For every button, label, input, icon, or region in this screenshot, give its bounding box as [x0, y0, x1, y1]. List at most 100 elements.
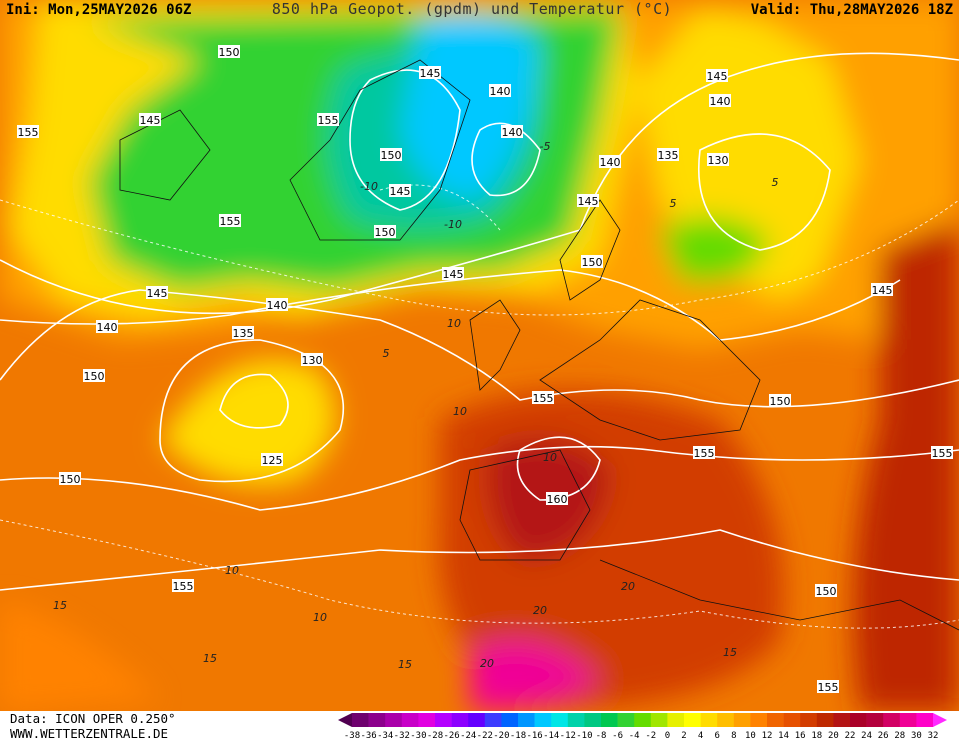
label-box: [266, 298, 288, 311]
map-title: 850 hPa Geopot. (gpdm) und Temperatur (°…: [272, 0, 672, 18]
geopotential-label: 155: [818, 681, 839, 694]
label-box: [232, 326, 254, 339]
colorbar-cell: [650, 713, 668, 727]
colorbar-label: 20: [828, 731, 839, 741]
temperature-label: -10: [444, 218, 462, 231]
geopotential-label: 125: [262, 454, 283, 467]
temperature-label: 5: [772, 176, 779, 189]
label-box: [96, 320, 118, 333]
colorbar-label: -22: [477, 731, 493, 741]
label-box: [442, 267, 464, 280]
colorbar-label: 0: [665, 731, 670, 741]
temperature-label: 10: [225, 564, 239, 577]
geopotential-label: 150: [84, 370, 105, 383]
label-box: [657, 148, 679, 161]
label-box: [871, 283, 893, 296]
colorbar-label: 14: [778, 731, 789, 741]
colorbar-cell: [800, 713, 818, 727]
colorbar-label: -36: [360, 731, 376, 741]
label-box: [218, 45, 240, 58]
colorbar-label: 18: [811, 731, 822, 741]
colorbar-label: -24: [460, 731, 476, 741]
data-source: Data: ICON OPER 0.250°: [10, 711, 176, 726]
temperature-label: 15: [203, 652, 217, 665]
geopotential-label: 155: [220, 215, 241, 228]
temperature-label: 10: [543, 451, 557, 464]
label-box: [817, 680, 839, 693]
temperature-contours: [0, 184, 959, 629]
label-box: [389, 184, 411, 197]
temperature-label: 10: [447, 317, 461, 330]
colorbar-cell: [684, 713, 701, 727]
colorbar-label: 2: [681, 731, 686, 741]
colorbar-label: -26: [443, 731, 459, 741]
colorbar-label: -14: [543, 731, 559, 741]
geopotential-label: 135: [233, 327, 254, 340]
geopotential-label: 160: [547, 493, 568, 506]
geopotential-label: 145: [140, 114, 161, 127]
geopotential-label: 150: [219, 46, 240, 59]
colorbar-cell: [401, 713, 419, 727]
geopotential-label: 145: [707, 70, 728, 83]
label-box: [146, 286, 168, 299]
colorbar-cell: [368, 713, 386, 727]
label-box: [581, 255, 603, 268]
geopotential-label: 150: [770, 395, 791, 408]
temperature-label: 15: [53, 599, 67, 612]
colorbar-cell: [567, 713, 585, 727]
geopotential-label: 150: [816, 585, 837, 598]
label-box: [172, 579, 194, 592]
colorbar-label: 16: [795, 731, 806, 741]
colorbar-cell: [833, 713, 851, 727]
label-box: [489, 84, 511, 97]
geopotential-label: 155: [173, 580, 194, 593]
colorbar-cell: [518, 713, 535, 727]
colorbar-cell: [451, 713, 469, 727]
geopotential-label: 135: [658, 149, 679, 162]
label-box: [707, 153, 729, 166]
label-box: [815, 584, 837, 597]
geopotential-label: 150: [582, 256, 603, 269]
geopotential-label: 150: [60, 473, 81, 486]
colorbar-cell: [534, 713, 552, 727]
colorbar-cell: [352, 713, 369, 727]
label-box: [317, 113, 339, 126]
colorbar-label: 26: [878, 731, 889, 741]
geopotential-label: 140: [490, 85, 511, 98]
geopotential-label: 145: [147, 287, 168, 300]
geopotential-label: 145: [578, 195, 599, 208]
geopotential-label: 150: [381, 149, 402, 162]
colorbar-cell: [551, 713, 569, 727]
label-box: [599, 155, 621, 168]
colorbar-cell: [385, 713, 403, 727]
colorbar-cell: [468, 713, 486, 727]
colorbar-cell: [816, 713, 834, 727]
colorbar-label: -30: [410, 731, 426, 741]
geopotential-label: 155: [318, 114, 339, 127]
colorbar-label: -16: [526, 731, 542, 741]
colorbar-label: -4: [629, 731, 640, 741]
label-box: [301, 353, 323, 366]
geopotential-label: 140: [710, 95, 731, 108]
label-box: [693, 446, 715, 459]
colorbar-label: 24: [861, 731, 872, 741]
label-box: [59, 472, 81, 485]
temperature-label: 5: [670, 197, 677, 210]
geopotential-label: 155: [694, 447, 715, 460]
init-time: Ini: Mon,25MAY2026 06Z: [6, 2, 191, 18]
colorbar-label: -12: [560, 731, 576, 741]
label-box: [261, 453, 283, 466]
colorbar-label: -32: [394, 731, 410, 741]
temperature-label: 20: [621, 580, 635, 593]
temperature-label: 10: [313, 611, 327, 624]
colorbar-cell: [435, 713, 452, 727]
colorbar-label: -18: [510, 731, 526, 741]
label-box: [769, 394, 791, 407]
colorbar-cell: [850, 713, 867, 727]
label-box: [17, 125, 39, 138]
colorbar-cell: [484, 713, 502, 727]
temperature-label: 10: [453, 405, 467, 418]
colorbar-label: -20: [493, 731, 509, 741]
colorbar-cell: [733, 713, 751, 727]
